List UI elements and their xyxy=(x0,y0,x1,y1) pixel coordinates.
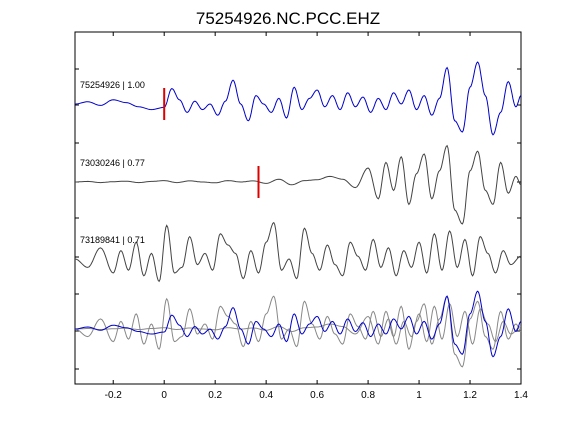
chart-title: 75254926.NC.PCC.EHZ xyxy=(196,9,380,28)
trace-label: 73189841 | 0.71 xyxy=(80,235,145,245)
x-tick-label: 1 xyxy=(416,390,422,401)
x-tick-label: 1.4 xyxy=(514,390,528,401)
x-tick-label: 0.2 xyxy=(208,390,222,401)
traces-group xyxy=(74,61,522,368)
trace-line xyxy=(74,221,522,283)
x-tick-label: 0.4 xyxy=(259,390,273,401)
x-tick-label: 0 xyxy=(161,390,167,401)
trace-label: 73030246 | 0.77 xyxy=(80,158,145,168)
trace-line xyxy=(75,144,522,225)
overlay-trace-line xyxy=(74,295,522,351)
axes-frame xyxy=(74,31,522,385)
trace-label: 75254926 | 1.00 xyxy=(80,80,145,90)
trace-line xyxy=(74,61,522,136)
pick-markers-group xyxy=(163,88,260,198)
trace-labels-group: 75254926 | 1.00 73030246 | 0.77 73189841 |… xyxy=(80,80,145,245)
x-tick-label: 0.8 xyxy=(361,390,375,401)
x-tick-label: 1.2 xyxy=(463,390,477,401)
overlay-trace-line xyxy=(74,290,522,358)
x-tick-label: 0.6 xyxy=(310,390,324,401)
x-ticks-group: -0.2 0 0.2 0.4 0.6 0.8 1 1.2 1.4 xyxy=(105,32,528,401)
plot-border xyxy=(74,31,522,385)
x-tick-label: -0.2 xyxy=(105,390,123,401)
